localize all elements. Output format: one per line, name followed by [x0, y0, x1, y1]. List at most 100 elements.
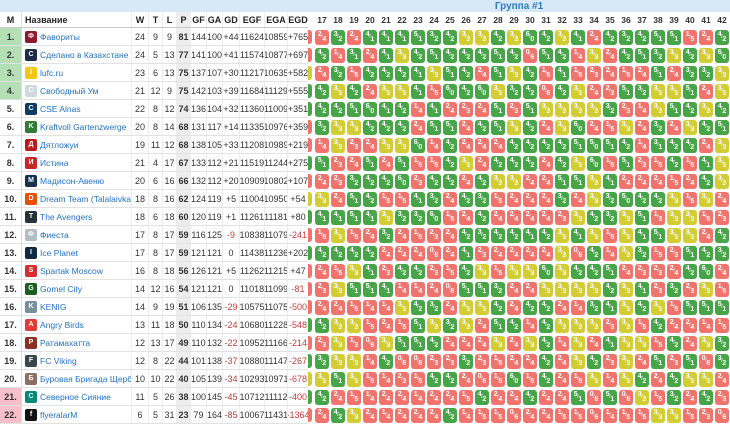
- col-header-w[interactable]: W: [132, 12, 149, 27]
- match-result-loss[interactable]: 2/4: [363, 227, 377, 243]
- match-result-loss[interactable]: 2/4: [539, 119, 553, 135]
- match-result-loss[interactable]: 0/6: [507, 407, 521, 423]
- match-result-draw[interactable]: 3/3: [555, 281, 569, 297]
- match-result-loss[interactable]: 2/4: [347, 155, 361, 171]
- match-result-win[interactable]: 6/0: [363, 101, 377, 117]
- match-result-loss[interactable]: 1/5: [443, 209, 457, 225]
- match-result-win[interactable]: 5/1: [363, 155, 377, 171]
- match-result-win[interactable]: 3/2: [347, 173, 361, 189]
- match-result-win[interactable]: 3/2: [715, 245, 729, 261]
- match-result-loss[interactable]: 2/4: [667, 65, 681, 81]
- match-result-loss[interactable]: 1/5: [683, 191, 697, 207]
- match-result-win[interactable]: 5/1: [651, 29, 665, 45]
- match-result-loss[interactable]: 0/6: [523, 47, 537, 63]
- match-result-win[interactable]: 4/2: [507, 155, 521, 171]
- match-result-loss[interactable]: 0/6: [587, 407, 601, 423]
- match-result-win[interactable]: 4/2: [667, 371, 681, 387]
- match-result-draw[interactable]: 3/3: [507, 119, 521, 135]
- match-result-win[interactable]: 4/2: [491, 299, 505, 315]
- match-result-win[interactable]: 5/1: [523, 101, 537, 117]
- match-result-loss[interactable]: 2/4: [715, 371, 729, 387]
- match-result-loss[interactable]: 1/4: [603, 371, 617, 387]
- match-result-win[interactable]: 4/2: [379, 119, 393, 135]
- match-result-win[interactable]: 4/2: [587, 245, 601, 261]
- match-result-loss[interactable]: 0/6: [587, 389, 601, 405]
- match-result-win[interactable]: 3/2: [331, 65, 345, 81]
- match-result-draw[interactable]: 3/3: [331, 335, 345, 351]
- match-result-win[interactable]: 4/2: [699, 119, 713, 135]
- match-result-win[interactable]: 3/2: [699, 65, 713, 81]
- match-result-win[interactable]: 4/2: [363, 65, 377, 81]
- round-header-26[interactable]: 26: [461, 15, 471, 25]
- match-result-loss[interactable]: 1/5: [555, 407, 569, 423]
- match-result-win[interactable]: 4/1: [571, 227, 585, 243]
- match-result-win[interactable]: 4/2: [699, 173, 713, 189]
- match-result-win[interactable]: 4/2: [475, 173, 489, 189]
- match-result-win[interactable]: 4/2: [491, 155, 505, 171]
- match-result-win[interactable]: 3/2: [491, 281, 505, 297]
- match-result-loss[interactable]: 2/4: [459, 371, 473, 387]
- match-result-loss[interactable]: 2/3: [603, 83, 617, 99]
- match-result-loss[interactable]: 2/4: [379, 155, 393, 171]
- match-result-loss[interactable]: 1/5: [699, 209, 713, 225]
- round-header-18[interactable]: 18: [333, 15, 343, 25]
- match-result-win[interactable]: 4/2: [491, 227, 505, 243]
- match-result-loss[interactable]: 2/3: [475, 245, 489, 261]
- match-result-win[interactable]: 4/2: [523, 119, 537, 135]
- match-result-draw[interactable]: 3/3: [427, 65, 441, 81]
- round-header-32[interactable]: 32: [557, 15, 567, 25]
- match-result-loss[interactable]: 1/5: [491, 263, 505, 279]
- match-result-draw[interactable]: 3/3: [347, 407, 361, 423]
- match-result-loss[interactable]: 2/3: [459, 101, 473, 117]
- match-result-win[interactable]: 4/2: [507, 317, 521, 333]
- match-result-draw[interactable]: 3/3: [619, 335, 633, 351]
- match-result-loss[interactable]: 1/5: [347, 389, 361, 405]
- match-result-win[interactable]: 4/2: [683, 101, 697, 117]
- match-result-draw[interactable]: 3/3: [315, 191, 329, 207]
- match-result-win[interactable]: 4/1: [411, 191, 425, 207]
- match-result-win[interactable]: 5/1: [491, 317, 505, 333]
- match-result-loss[interactable]: 2/4: [587, 29, 601, 45]
- match-result-loss[interactable]: 2/3: [331, 155, 345, 171]
- match-result-draw[interactable]: 3/3: [699, 47, 713, 63]
- match-result-win[interactable]: 3/2: [715, 353, 729, 369]
- match-result-draw[interactable]: 3/3: [699, 281, 713, 297]
- match-result-win[interactable]: 4/2: [379, 173, 393, 189]
- match-result-win[interactable]: 5/1: [571, 389, 585, 405]
- match-result-win[interactable]: 3/2: [411, 209, 425, 225]
- match-result-win[interactable]: 3/2: [379, 227, 393, 243]
- match-result-loss[interactable]: 2/3: [715, 209, 729, 225]
- match-result-loss[interactable]: 2/3: [603, 353, 617, 369]
- match-result-draw[interactable]: 3/3: [491, 173, 505, 189]
- match-result-win[interactable]: 5/1: [635, 209, 649, 225]
- match-result-win[interactable]: 6/0: [475, 83, 489, 99]
- match-result-win[interactable]: 4/2: [539, 299, 553, 315]
- match-result-loss[interactable]: 1/4: [331, 47, 345, 63]
- match-result-win[interactable]: 4/2: [699, 389, 713, 405]
- match-result-draw[interactable]: 3/3: [347, 353, 361, 369]
- round-header-21[interactable]: 21: [381, 15, 391, 25]
- match-result-win[interactable]: 4/2: [443, 29, 457, 45]
- round-header-39[interactable]: 39: [669, 15, 679, 25]
- match-result-win[interactable]: 4/2: [635, 191, 649, 207]
- col-header-t[interactable]: T: [149, 12, 163, 27]
- match-result-loss[interactable]: 2/4: [635, 173, 649, 189]
- match-result-draw[interactable]: 3/3: [459, 299, 473, 315]
- match-result-draw[interactable]: 3/3: [619, 245, 633, 261]
- match-result-win[interactable]: 5/1: [475, 281, 489, 297]
- match-result-loss[interactable]: 2/4: [363, 83, 377, 99]
- team-name-link[interactable]: Spartak Moscow: [40, 265, 103, 276]
- match-result-win[interactable]: 5/1: [715, 299, 729, 315]
- match-result-loss[interactable]: 0/6: [475, 371, 489, 387]
- match-result-draw[interactable]: 3/3: [555, 245, 569, 261]
- match-result-loss[interactable]: 2/4: [651, 173, 665, 189]
- match-result-loss[interactable]: 2/4: [459, 209, 473, 225]
- match-result-loss[interactable]: 2/4: [555, 299, 569, 315]
- match-result-loss[interactable]: 2/4: [539, 155, 553, 171]
- match-result-win[interactable]: 5/1: [331, 371, 345, 387]
- match-result-win[interactable]: 3/2: [651, 119, 665, 135]
- match-result-loss[interactable]: 1/4: [411, 281, 425, 297]
- team-name-link[interactable]: Фиеста: [40, 229, 69, 240]
- match-result-win[interactable]: 3/2: [651, 47, 665, 63]
- match-result-win[interactable]: 4/2: [507, 227, 521, 243]
